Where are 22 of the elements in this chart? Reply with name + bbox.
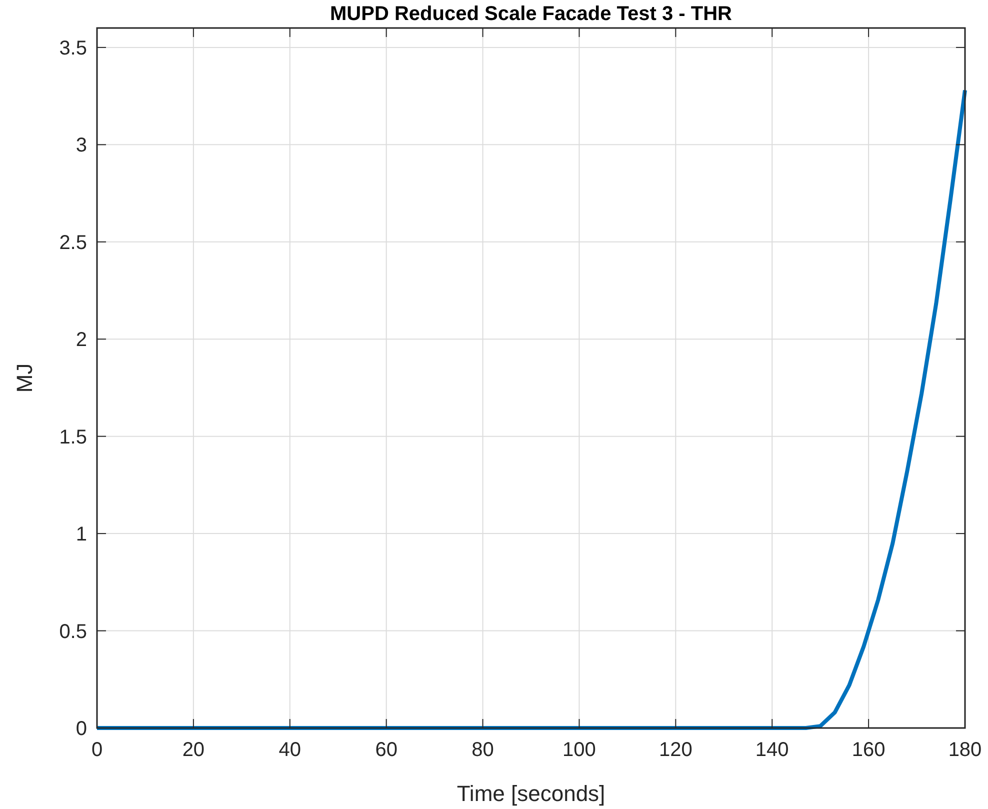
y-tick-label: 0: [76, 718, 87, 740]
x-tick-label: 180: [948, 739, 982, 761]
y-tick-label: 1.5: [59, 426, 87, 448]
x-tick-label: 160: [852, 739, 886, 761]
x-tick-label: 100: [562, 739, 596, 761]
y-tick-label: 2: [76, 329, 87, 352]
y-tick-label: 2.5: [59, 232, 87, 254]
x-tick-label: 140: [755, 739, 789, 761]
x-tick-label: 80: [472, 739, 494, 761]
x-tick-label: 20: [182, 739, 205, 761]
x-axis-title: Time [seconds]: [456, 781, 606, 806]
y-tick-label: 3.5: [59, 37, 87, 60]
chart-title: MUPD Reduced Scale Facade Test 3 - THR: [330, 3, 733, 25]
y-axis-title: MJ: [12, 363, 37, 393]
x-tick-label: 120: [658, 739, 692, 761]
y-tick-label: 0.5: [59, 620, 87, 643]
y-tick-label: 3: [76, 134, 87, 157]
x-tick-label: 40: [278, 739, 302, 761]
x-tick-label: 60: [375, 739, 398, 761]
x-tick-label: 0: [91, 739, 103, 761]
y-tick-label: 1: [76, 524, 87, 546]
line-series: [95, 88, 967, 730]
